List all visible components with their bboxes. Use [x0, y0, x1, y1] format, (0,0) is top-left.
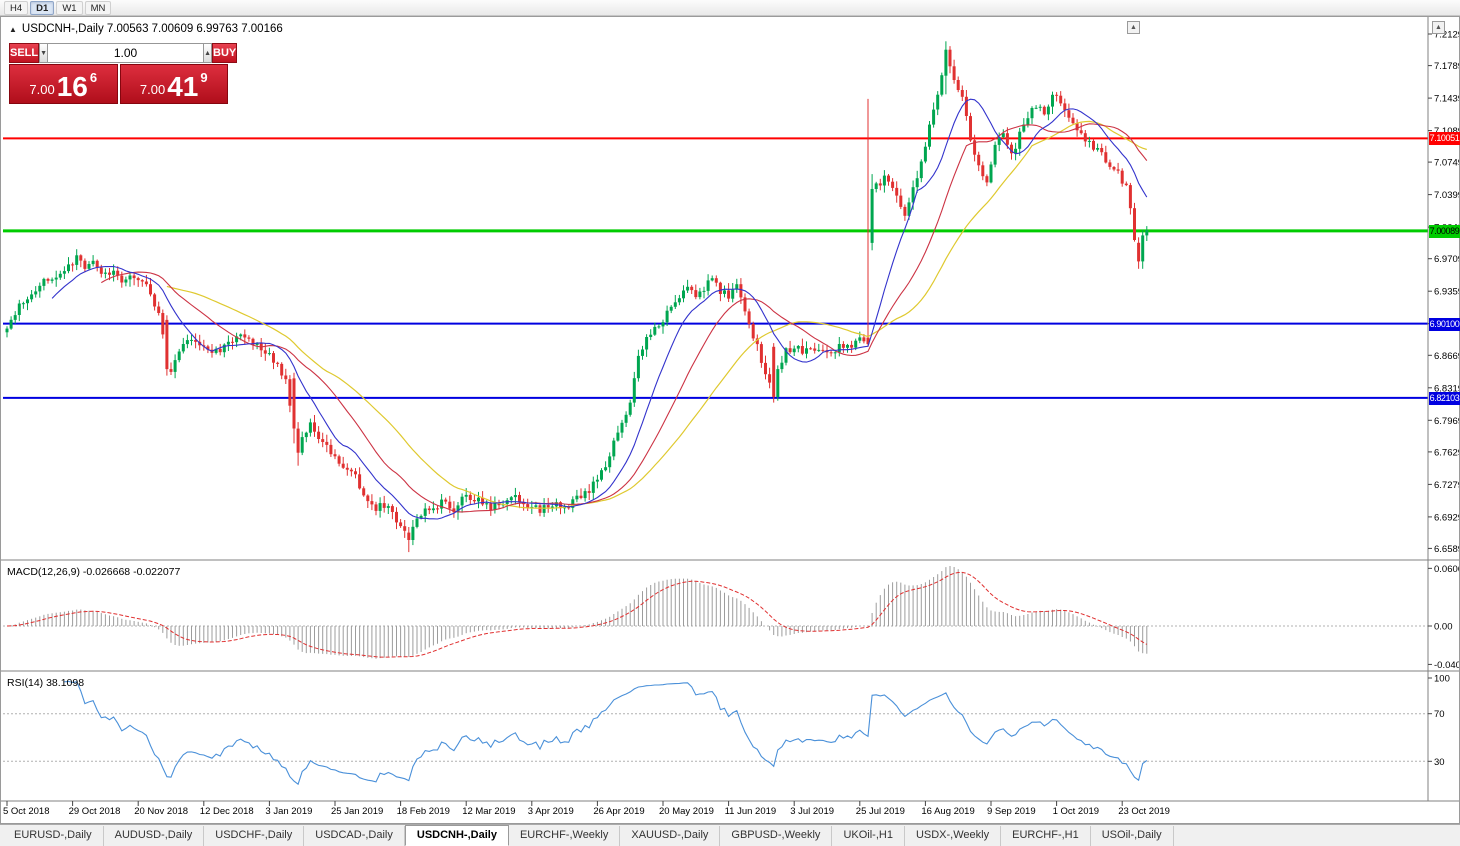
price-axis-labels: 7.21290 7.17890 7.14390 7.10890 7.07490 7.039…	[1428, 30, 1459, 555]
chart-title: ▲ USDCNH-,Daily 7.00563 7.00609 6.99763 …	[9, 23, 283, 35]
svg-text:20 May 2019: 20 May 2019	[659, 806, 714, 817]
svg-text:3 Jan 2019: 3 Jan 2019	[265, 806, 312, 817]
macd-indicator-label: MACD(12,26,9) -0.026668 -0.022077	[7, 566, 181, 578]
timeframe-toolbar: H4 D1 W1 MN	[0, 0, 1460, 16]
svg-text:6.86690: 6.86690	[1434, 351, 1459, 362]
svg-text:9 Sep 2019: 9 Sep 2019	[987, 806, 1036, 817]
svg-text:6.76290: 6.76290	[1434, 447, 1459, 458]
ask-price-sup: 9	[200, 70, 208, 85]
chart-title-text: USDCNH-,Daily 7.00563 7.00609 6.99763 7.…	[21, 23, 283, 35]
one-click-trading-panel: SELL ▼ ▲ BUY 7.00 16 6 7.00 41 9	[9, 43, 238, 104]
svg-text:7.14390: 7.14390	[1434, 94, 1459, 105]
rsi-axis-labels: 100 70 30	[1428, 674, 1450, 768]
bid-price-display[interactable]: 7.00 16 6	[9, 64, 118, 104]
chart-tab-usdcad-daily[interactable]: USDCAD-,Daily	[304, 826, 405, 846]
chart-tab-usoil-daily[interactable]: USOil-,Daily	[1091, 826, 1174, 846]
chart-tab-bar: EURUSD-,Daily AUDUSD-,Daily USDCHF-,Daily U…	[0, 824, 1460, 846]
macd-signal-line	[6, 571, 1148, 658]
svg-text:3 Apr 2019: 3 Apr 2019	[528, 806, 574, 817]
chart-tab-gbpusd-weekly[interactable]: GBPUSD-,Weekly	[720, 826, 833, 846]
sell-button[interactable]: SELL	[9, 43, 40, 63]
timeframe-w1-button[interactable]: W1	[56, 0, 83, 15]
buy-button[interactable]: BUY	[212, 43, 238, 63]
svg-text:5 Oct 2018: 5 Oct 2018	[3, 806, 49, 817]
ma-slow-line	[166, 120, 1147, 509]
scroll-up-button[interactable]: ▲	[1127, 21, 1140, 34]
chart-tab-usdcnh-daily[interactable]: USDCNH-,Daily	[404, 825, 509, 846]
bid-price-big: 16	[56, 71, 88, 102]
svg-text:-0.04043: -0.04043	[1434, 660, 1459, 671]
svg-text:3 Jul 2019: 3 Jul 2019	[790, 806, 834, 817]
svg-text:6.69290: 6.69290	[1434, 512, 1459, 523]
moving-averages	[51, 98, 1148, 520]
svg-text:70: 70	[1434, 709, 1445, 720]
price-level-badge: 7.00089	[1429, 225, 1460, 238]
price-level-badge: 7.10051	[1429, 132, 1460, 145]
chart-tab-usdchf-daily[interactable]: USDCHF-,Daily	[204, 826, 305, 846]
svg-text:1 Oct 2019: 1 Oct 2019	[1053, 806, 1099, 817]
svg-text:7.10890: 7.10890	[1434, 126, 1459, 137]
axis-scroll-up-button[interactable]: ▲	[1432, 21, 1445, 34]
svg-text:6.79690: 6.79690	[1434, 416, 1459, 427]
horizontal-level-lines[interactable]	[3, 137, 1428, 399]
svg-text:7.17890: 7.17890	[1434, 61, 1459, 72]
panel-frame	[1, 17, 1459, 802]
timeframe-d1-button[interactable]: D1	[30, 0, 55, 15]
svg-text:6.83190: 6.83190	[1434, 383, 1459, 394]
price-chart[interactable]: 7.21290 7.17890 7.14390 7.10890 7.07490 7.039…	[1, 17, 1459, 823]
candles	[5, 41, 1149, 553]
price-level-badge: 6.82103	[1429, 392, 1460, 405]
bid-price-small: 7.00	[29, 82, 55, 97]
svg-text:0.06068: 0.06068	[1434, 564, 1459, 575]
svg-text:23 Oct 2019: 23 Oct 2019	[1118, 806, 1170, 817]
chart-tab-ukoil-h1[interactable]: UKOil-,H1	[832, 826, 905, 846]
svg-text:7.03990: 7.03990	[1434, 190, 1459, 201]
chart-tab-eurchf-h1[interactable]: EURCHF-,H1	[1001, 826, 1091, 846]
svg-text:12 Dec 2018: 12 Dec 2018	[200, 806, 254, 817]
rsi-indicator-label: RSI(14) 38.1098	[7, 677, 85, 689]
svg-text:100: 100	[1434, 674, 1450, 685]
svg-text:18 Feb 2019: 18 Feb 2019	[397, 806, 450, 817]
svg-text:12 Mar 2019: 12 Mar 2019	[462, 806, 515, 817]
rsi-line	[64, 680, 1148, 786]
svg-text:7.21290: 7.21290	[1434, 30, 1459, 41]
ask-price-big: 41	[167, 71, 199, 102]
chart-tab-xauusd-daily[interactable]: XAUUSD-,Daily	[620, 826, 721, 846]
svg-text:6.93590: 6.93590	[1434, 287, 1459, 298]
chart-tab-usdx-weekly[interactable]: USDX-,Weekly	[905, 826, 1002, 846]
svg-text:30: 30	[1434, 757, 1445, 768]
svg-text:11 Jun 2019: 11 Jun 2019	[725, 806, 777, 817]
svg-text:6.72790: 6.72790	[1434, 480, 1459, 491]
svg-text:7.07490: 7.07490	[1434, 158, 1459, 169]
price-level-badge: 6.90100	[1429, 318, 1460, 331]
timeframe-h4-button[interactable]: H4	[4, 0, 29, 15]
timeframe-mn-button[interactable]: MN	[84, 0, 112, 15]
macd-panel	[3, 566, 1428, 659]
rsi-panel	[3, 680, 1428, 786]
svg-text:25 Jul 2019: 25 Jul 2019	[856, 806, 905, 817]
date-axis-labels: 5 Oct 2018 29 Oct 2018 20 Nov 2018 12 Dec 2…	[3, 801, 1170, 817]
svg-text:20 Nov 2018: 20 Nov 2018	[134, 806, 188, 817]
volume-up-button[interactable]: ▲	[203, 43, 212, 63]
chart-tab-eurusd-daily[interactable]: EURUSD-,Daily	[3, 826, 104, 846]
chart-window: 7.21290 7.17890 7.14390 7.10890 7.07490 7.039…	[0, 16, 1460, 824]
macd-axis-labels: 0.06068 0.00 -0.04043	[1428, 564, 1459, 671]
svg-text:25 Jan 2019: 25 Jan 2019	[331, 806, 383, 817]
bid-price-sup: 6	[89, 70, 98, 85]
svg-text:16 Aug 2019: 16 Aug 2019	[921, 806, 974, 817]
svg-text:0.00: 0.00	[1434, 622, 1453, 633]
svg-text:6.65890: 6.65890	[1434, 544, 1459, 555]
svg-text:29 Oct 2018: 29 Oct 2018	[69, 806, 121, 817]
ask-price-small: 7.00	[139, 82, 166, 97]
svg-text:6.97090: 6.97090	[1434, 254, 1459, 265]
chart-tab-audusd-daily[interactable]: AUDUSD-,Daily	[104, 826, 205, 846]
volume-input[interactable]	[48, 43, 204, 63]
svg-text:26 Apr 2019: 26 Apr 2019	[593, 806, 644, 817]
chart-symbol-icon: ▲	[9, 24, 17, 34]
ask-price-display[interactable]: 7.00 41 9	[119, 64, 228, 104]
volume-down-button[interactable]: ▼	[39, 43, 49, 63]
ma-fast-line	[51, 98, 1148, 520]
chart-tab-eurchf-weekly[interactable]: EURCHF-,Weekly	[509, 826, 621, 846]
